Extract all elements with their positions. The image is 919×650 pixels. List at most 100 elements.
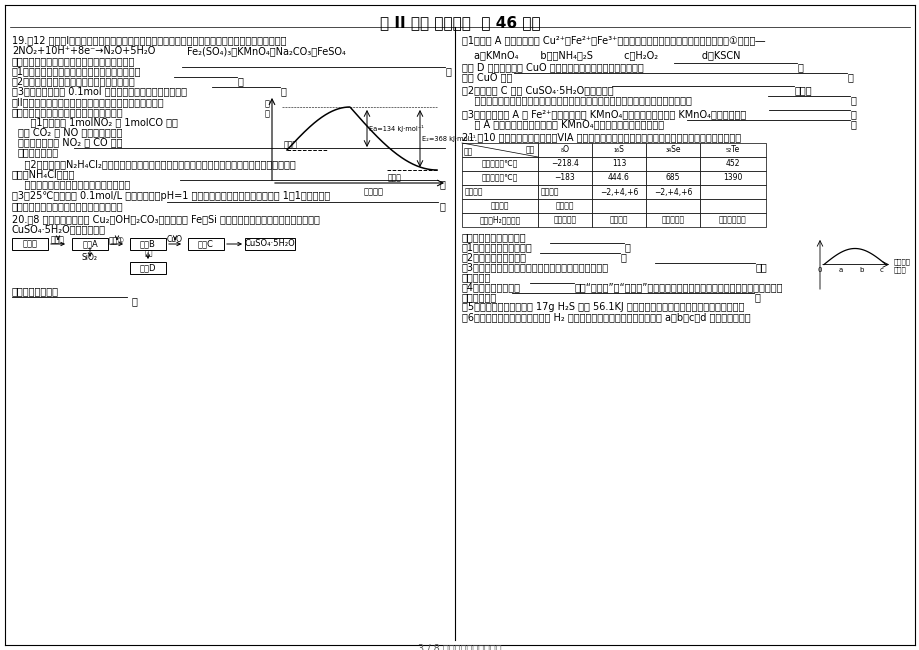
Text: ，: ，: [797, 62, 803, 72]
Text: （4）氢硒酸有较强的: （4）氢硒酸有较强的: [461, 282, 520, 292]
Text: 1390: 1390: [722, 174, 742, 183]
Text: 19.（12 分）（I）氧化还原反应中实际上包含氧化和还原两个过程，下面是一个还原过程的反应式：: 19.（12 分）（I）氧化还原反应中实际上包含氧化和还原两个过程，下面是一个还…: [12, 35, 286, 45]
Bar: [645, 213, 699, 227]
Text: 单质沸点（℃）: 单质沸点（℃）: [482, 174, 517, 183]
Text: a: a: [837, 266, 842, 272]
Text: ，: ，: [446, 66, 451, 76]
Text: 。: 。: [850, 95, 856, 105]
Text: （2）由溶液 C 获得 CuSO₄·5H₂O，需要经过: （2）由溶液 C 获得 CuSO₄·5H₂O，需要经过: [461, 85, 613, 95]
Text: （II）氮是地球上含量丰富的一种元素，氮及其化合物把在: （II）氮是地球上含量丰富的一种元素，氮及其化合物把在: [12, 97, 165, 107]
Text: 反应进程: 反应进程: [364, 187, 383, 196]
Text: 四种物质中的一种物质能使上述还原过程发生。: 四种物质中的一种物质能使上述还原过程发生。: [12, 56, 135, 66]
Text: 能
量: 能 量: [265, 99, 269, 118]
Bar: [645, 199, 699, 213]
Text: （1）写出该氧化还原反应的方程式（不配平）：: （1）写出该氧化还原反应的方程式（不配平）：: [12, 66, 142, 76]
Bar: [130, 262, 165, 274]
Bar: [699, 171, 766, 185]
Text: 20.（8 分）孔雀石主要含 Cu₂（OH）₂CO₃，还含少量 Fe、Si 的化合物，实验室以孔雀石为原料制备: 20.（8 分）孔雀石主要含 Cu₂（OH）₂CO₃，还含少量 Fe、Si 的化…: [12, 214, 320, 224]
Text: 单质焎点（℃）: 单质焎点（℃）: [482, 159, 517, 168]
Bar: [699, 213, 766, 227]
Text: （3）反应中若产生 0.1mol 气体，则转移电子的物质的量是: （3）反应中若产生 0.1mol 气体，则转移电子的物质的量是: [12, 86, 187, 96]
Text: 过滤: 过滤: [144, 249, 153, 255]
Bar: [461, 185, 538, 199]
Bar: [72, 238, 108, 250]
Text: （3）欲测定溶液 A 中 Fe²⁺的溶液，可用 KMnO₄标准溶液滴定，取用 KMnO₄标准溶液应用: （3）欲测定溶液 A 中 Fe²⁺的溶液，可用 KMnO₄标准溶液滴定，取用 K…: [461, 109, 745, 119]
Text: 操作，: 操作，: [794, 85, 811, 95]
Bar: [591, 213, 645, 227]
Bar: [538, 171, 591, 185]
Text: 生成 CO₂ 和 NO 过程中能量变化: 生成 CO₂ 和 NO 过程中能量变化: [18, 127, 122, 137]
Text: b: b: [858, 266, 863, 272]
Text: （2）该反应中氧化剂和还原剂物质的量之比为: （2）该反应中氧化剂和还原剂物质的量之比为: [12, 76, 136, 86]
Text: −218.4: −218.4: [550, 159, 578, 168]
Text: 。: 。: [439, 201, 446, 211]
Bar: [699, 157, 766, 171]
Text: 0: 0: [817, 266, 822, 272]
Text: 加入 CuO 作是: 加入 CuO 作是: [461, 72, 512, 82]
Text: 沉淠D: 沉淠D: [140, 263, 156, 272]
Text: 685: 685: [665, 174, 679, 183]
Text: 沉淠 D 中除了过量的 CuO 外，还存在另一种固体，其化学式为: 沉淠 D 中除了过量的 CuO 外，还存在另一种固体，其化学式为: [461, 62, 643, 72]
Bar: [591, 143, 645, 157]
Text: （3）硫、硒、碲的氢化物水溶液的酸性由强至弱顺序是: （3）硫、硒、碲的氢化物水溶液的酸性由强至弱顺序是: [461, 262, 608, 272]
Text: 。: 。: [850, 119, 856, 129]
Text: 孔雀石: 孔雀石: [22, 239, 38, 248]
Bar: [12, 238, 48, 250]
Bar: [538, 213, 591, 227]
Text: ，: ，: [850, 109, 856, 119]
Text: 元素: 元素: [463, 147, 472, 156]
Bar: [699, 199, 766, 213]
Text: 第 II 卷（ 非选择题  共 46 分）: 第 II 卷（ 非选择题 共 46 分）: [380, 15, 539, 30]
Bar: [538, 185, 591, 199]
Bar: [645, 157, 699, 171]
Text: ；: ；: [624, 242, 630, 252]
Bar: [699, 143, 766, 157]
Bar: [591, 185, 645, 199]
Text: 113: 113: [611, 159, 626, 168]
Text: 点燃易化合: 点燃易化合: [553, 216, 576, 224]
Text: 。: 。: [280, 86, 287, 96]
Text: ₃₄Se: ₃₄Se: [664, 146, 680, 155]
Text: 化学式）；: 化学式）；: [461, 272, 491, 282]
Text: 加热化合: 加热化合: [609, 216, 628, 224]
Text: a．KMnO₄       b．（NH₄）₂S          c．H₂O₂              d．KSCN: a．KMnO₄ b．（NH₄）₂S c．H₂O₂ d．KSCN: [473, 50, 740, 60]
Text: −2,+4,+6: −2,+4,+6: [653, 187, 691, 196]
Bar: [645, 143, 699, 157]
Text: （1）右图是 1molNO₂ 和 1molCO 反应: （1）右图是 1molNO₂ 和 1molCO 反应: [18, 117, 177, 127]
Text: 溶液B: 溶液B: [140, 239, 155, 248]
Text: 请根据表回答下列问题：: 请根据表回答下列问题：: [461, 232, 526, 242]
Text: 逐渐增大: 逐渐增大: [555, 202, 573, 211]
Bar: [538, 143, 591, 157]
Text: Fe₂(SO₄)₃、KMnO₄、Na₂CO₃、FeSO₄: Fe₂(SO₄)₃、KMnO₄、Na₂CO₃、FeSO₄: [187, 46, 346, 56]
Text: 的热化学方程式: 的热化学方程式: [18, 147, 59, 157]
Text: （填“氧化性”或“还原性”），因此放在空气中长期保存易变质，其可能发生的: （填“氧化性”或“还原性”），因此放在空气中长期保存易变质，其可能发生的: [574, 282, 783, 292]
Text: 性质: 性质: [525, 145, 535, 154]
Text: 原子半径: 原子半径: [464, 187, 483, 196]
Text: 444.6: 444.6: [607, 174, 630, 183]
Text: 取 A 溶液稀释一定倍数后，用 KMnO₄标准溶液滴定，终点现象为: 取 A 溶液稀释一定倍数后，用 KMnO₄标准溶液滴定，终点现象为: [461, 119, 664, 129]
Text: （1）硒的点点范围可能是: （1）硒的点点范围可能是: [461, 242, 532, 252]
Bar: [461, 143, 538, 157]
Text: （5）已知在常温下，生成 17g H₂S 放出 56.1KJ 的热量，试写出硫化氢分解的热化学方程式：: （5）已知在常温下，生成 17g H₂S 放出 56.1KJ 的热量，试写出硫化…: [461, 302, 743, 312]
Text: Ea=134 kJ·mol⁻¹: Ea=134 kJ·mol⁻¹: [369, 125, 424, 132]
Text: 逐渐增大: 逐渐增大: [540, 187, 559, 196]
Bar: [461, 157, 538, 171]
Text: −2,+4,+6: −2,+4,+6: [599, 187, 638, 196]
Text: ₅₂Te: ₅₂Te: [725, 146, 739, 155]
Text: 不能直接化合: 不能直接化合: [719, 216, 746, 224]
Text: c: c: [879, 266, 883, 272]
Text: 溶液C: 溶液C: [198, 239, 214, 248]
Bar: [244, 238, 295, 250]
Text: （3）25℃时，若向 0.1mol/L 的氨水中加入pH=1 的硫酸，且氨水与硫酸的体积比为 1：1，则所得溶: （3）25℃时，若向 0.1mol/L 的氨水中加入pH=1 的硫酸，且氨水与硫…: [12, 191, 330, 201]
Text: ；: ；: [131, 296, 138, 306]
Text: 3 / 8 文档可由自由编辑打印: 3 / 8 文档可由自由编辑打印: [418, 643, 501, 650]
Bar: [645, 171, 699, 185]
Text: E₂=368 kJ·mol⁻¹: E₂=368 kJ·mol⁻¹: [422, 135, 475, 142]
Text: 原子半径: 原子半径: [490, 202, 509, 211]
Text: 。: 。: [847, 72, 853, 82]
Text: （2）盐酸胼（N₂H₄Cl₂）是一种重要的化工原料，属于离子化合物，易溶于水，溶液显酸性，水解: （2）盐酸胼（N₂H₄Cl₂）是一种重要的化工原料，属于离子化合物，易溶于水，溶…: [12, 159, 295, 169]
Text: 单质与H₂反应情况: 单质与H₂反应情况: [479, 216, 520, 224]
Text: 化学方程式为: 化学方程式为: [461, 292, 496, 302]
Text: 氧族元素: 氧族元素: [893, 259, 910, 265]
Text: 加热难化合: 加热难化合: [661, 216, 684, 224]
